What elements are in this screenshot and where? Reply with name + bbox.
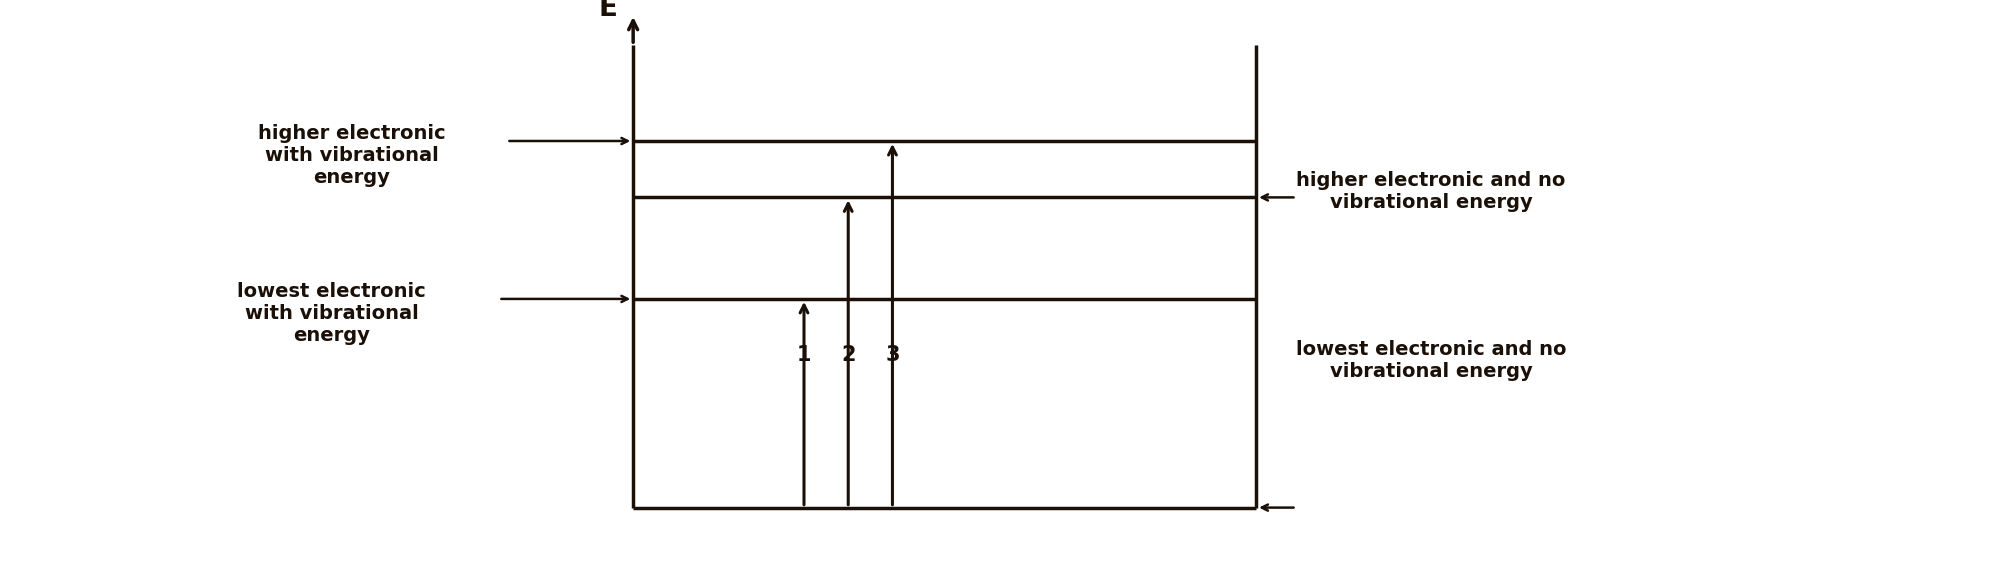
Text: 3: 3 (884, 345, 900, 365)
Text: lowest electronic
with vibrational
energy: lowest electronic with vibrational energ… (237, 281, 426, 345)
Text: 2: 2 (840, 345, 856, 365)
Text: 1: 1 (796, 345, 812, 365)
Text: higher electronic and no
vibrational energy: higher electronic and no vibrational ene… (1296, 171, 1566, 212)
Text: lowest electronic and no
vibrational energy: lowest electronic and no vibrational ene… (1296, 341, 1568, 381)
Text: higher electronic
with vibrational
energy: higher electronic with vibrational energ… (257, 124, 446, 187)
Text: E: E (599, 0, 617, 23)
